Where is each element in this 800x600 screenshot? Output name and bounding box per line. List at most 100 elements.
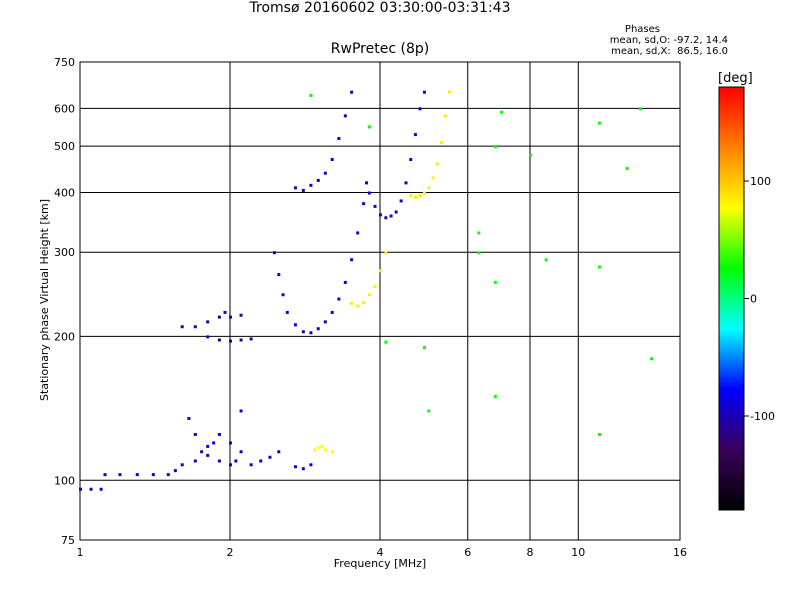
colorbar-tick-label: -100 <box>750 410 775 423</box>
data-point <box>206 453 210 457</box>
y-tick-label: 300 <box>54 246 75 259</box>
data-point <box>389 214 393 218</box>
data-point <box>477 231 481 235</box>
colorbar-tick-label: 0 <box>750 293 757 306</box>
data-point <box>206 320 210 324</box>
y-axis-label: Stationary phase Virtual Height [km] <box>38 199 51 401</box>
data-point <box>239 409 243 413</box>
data-point <box>212 441 216 445</box>
data-point <box>268 455 272 459</box>
data-point <box>399 199 403 203</box>
data-point <box>118 473 122 477</box>
data-point <box>427 409 431 413</box>
data-point <box>217 315 221 319</box>
x-tick-label: 2 <box>227 546 234 559</box>
data-point <box>281 293 285 297</box>
data-point <box>493 280 497 284</box>
data-point <box>330 450 334 454</box>
data-point <box>413 133 417 137</box>
data-point <box>597 265 601 269</box>
data-point <box>309 463 313 467</box>
data-point <box>301 467 305 471</box>
data-point <box>343 280 347 284</box>
x-tick-label: 1 <box>77 546 84 559</box>
data-point <box>431 176 435 180</box>
data-point <box>650 357 654 361</box>
data-point <box>229 315 232 319</box>
data-point <box>301 330 305 334</box>
data-point <box>166 473 170 477</box>
data-point <box>422 90 426 94</box>
data-point <box>79 487 82 491</box>
data-point <box>285 310 289 314</box>
data-point <box>343 114 347 118</box>
phases-o-stats: mean, sd,O: -97.2, 14.4 <box>609 35 728 46</box>
data-point <box>362 301 366 305</box>
data-point <box>439 141 443 145</box>
data-point <box>293 465 297 469</box>
data-point <box>313 448 317 452</box>
data-point <box>597 121 601 125</box>
x-tick-label: 6 <box>464 546 471 559</box>
x-tick-label: 4 <box>377 546 384 559</box>
data-point <box>239 338 243 342</box>
data-point <box>239 450 243 454</box>
data-point <box>229 441 232 445</box>
data-point <box>89 487 93 491</box>
data-point <box>217 459 221 463</box>
data-point <box>330 158 334 162</box>
data-point <box>404 181 408 185</box>
data-point <box>350 301 354 305</box>
data-point <box>373 204 377 208</box>
data-point <box>200 450 204 454</box>
y-tick-label: 100 <box>54 474 75 487</box>
x-axis-label: Frequency [MHz] <box>334 557 426 570</box>
data-point <box>277 273 281 277</box>
data-point <box>409 194 413 198</box>
y-tick-label: 750 <box>54 56 75 69</box>
data-point <box>180 463 184 467</box>
colorbar-tick-label: 100 <box>750 175 771 188</box>
phases-x-stats: mean, sd,X: 86.5, 16.0 <box>611 46 728 57</box>
data-point <box>362 202 366 206</box>
colorbar <box>718 86 745 511</box>
x-tick-label: 16 <box>673 546 687 559</box>
data-point <box>293 186 297 190</box>
data-point <box>223 310 227 314</box>
y-tick-label: 600 <box>54 102 75 115</box>
data-point <box>316 446 320 450</box>
data-point <box>529 153 532 157</box>
x-tick-label: 8 <box>527 546 534 559</box>
data-point <box>418 107 422 111</box>
data-point <box>320 444 324 448</box>
y-tick-label: 75 <box>61 534 75 547</box>
data-point <box>135 473 139 477</box>
data-point <box>151 473 155 477</box>
data-point <box>544 258 548 262</box>
data-point <box>206 444 210 448</box>
data-point <box>337 137 341 141</box>
data-point <box>229 463 232 467</box>
data-point <box>379 269 382 273</box>
data-point <box>99 487 103 491</box>
data-point <box>206 335 210 339</box>
data-point <box>173 469 177 473</box>
data-point <box>323 171 327 175</box>
data-point <box>249 337 253 341</box>
data-point <box>597 432 601 436</box>
phases-title: Phases <box>624 24 660 35</box>
data-point <box>259 459 263 463</box>
data-point <box>493 145 497 149</box>
colorbar-label: [deg] <box>718 71 753 86</box>
data-point <box>217 432 221 436</box>
chart-subtitle: RwPretec (8p) <box>330 41 430 57</box>
data-point <box>500 110 504 114</box>
data-point <box>639 107 643 111</box>
chart-title: Tromsø 20160602 03:30:00-03:31:43 <box>249 0 511 16</box>
data-point <box>309 183 313 187</box>
data-point <box>435 162 439 166</box>
data-point <box>323 320 327 324</box>
data-point <box>422 191 426 195</box>
data-point <box>350 90 354 94</box>
data-point <box>217 338 221 342</box>
